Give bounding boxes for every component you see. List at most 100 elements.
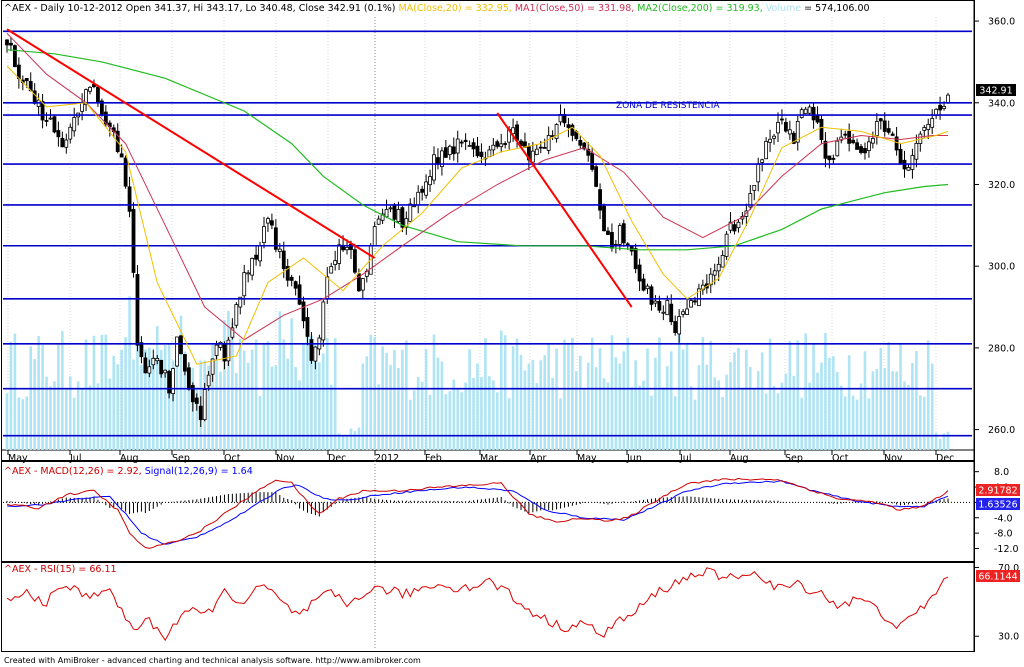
volume-bar [760,352,764,450]
macd-tick-label-4: -8.0 [994,529,1013,540]
volume-bar [29,346,33,450]
volume-bar [393,350,396,450]
candle-body [175,336,179,367]
x-tick-label-1: Jul [69,453,81,464]
volume-bar [432,334,436,450]
candle-body [542,147,547,149]
volume-bar [195,387,199,450]
volume-bar [80,388,84,450]
candle-body [266,218,270,224]
volume-bar [92,335,96,450]
candle-body [329,266,334,274]
volume-bar [551,377,554,450]
candle-body [708,273,713,286]
volume-bar [132,359,135,450]
candle-body [859,146,863,153]
volume-bar [464,382,467,450]
candle-body [186,367,191,390]
candle-body [728,221,733,231]
candle-body [337,244,342,264]
volume-bar [835,372,839,450]
volume-bar [871,371,875,450]
volume-bar [337,433,341,450]
candle-body [88,86,92,92]
candle-body [392,204,397,220]
volume-bar [804,333,807,450]
volume-bar [163,345,167,450]
candle-body [443,147,448,158]
candle-body [538,146,543,149]
panel-frames [1,0,975,652]
candle-body [68,126,73,140]
volume-bar [420,381,424,450]
candle-body [96,86,100,102]
volume-bar [942,433,946,450]
volume-bar [262,343,266,450]
volume-bar [721,397,724,450]
volume-bar [124,337,127,450]
candle-body [463,139,468,143]
candle-body [783,122,788,132]
volume-bar [175,353,179,450]
volume-bar [329,384,333,450]
volume-bar [231,322,234,450]
volume-bar [53,381,56,450]
candle-body [321,301,326,341]
volume-bar [582,388,586,450]
candle-body [40,101,45,121]
macd-panel-series [3,477,972,549]
candle-body [206,374,211,387]
volume-bar [440,361,444,450]
volume-bar [128,296,131,450]
volume-bar [930,363,934,450]
candle-body [946,94,950,104]
candle-body [171,368,175,394]
volume-bar [642,380,645,450]
volume-bar [412,390,416,450]
candle-body [716,263,721,272]
volume-bar [88,385,92,450]
candle-body [139,342,144,358]
macd-badge-text: 2.91782 [978,486,1017,497]
volume-bar [456,388,460,450]
candle-body [886,128,891,133]
candle-body [653,300,658,304]
candle-body [210,358,215,375]
volume-bar [57,344,60,450]
candle-body [621,223,626,244]
candle-body [914,142,919,160]
candle-body [13,45,17,68]
candle-body [760,159,765,163]
volume-bar [65,389,68,450]
candle-body [495,141,500,147]
candle-body [689,300,693,308]
candle-body [360,278,365,291]
candle-body [530,150,535,163]
candle-body [424,181,429,196]
candle-body [313,346,318,362]
volume-bar [792,375,796,450]
volume-bar [709,340,713,450]
candle-body [262,226,266,244]
volume-bar [729,362,732,450]
candle-body [550,135,555,138]
ma50-line [6,32,948,341]
candle-body [24,78,29,82]
candle-body [333,260,338,265]
volume-bar [401,349,404,450]
volume-bar [756,371,760,450]
trendlines [6,28,633,308]
candle-body [135,274,140,346]
candle-body [151,357,156,366]
candle-body [5,39,9,46]
y-axes: 260.0280.0300.0320.0340.0360.08.04.00.0-… [973,0,1019,652]
volume-bar [669,351,673,450]
candle-body [356,273,361,292]
volume-bar [697,365,701,450]
volume-bar [361,363,365,450]
volume-bar [507,398,511,450]
volume-bar [171,360,175,450]
volume-bar [495,392,499,450]
volume-bar [100,334,104,450]
candle-body [48,117,53,120]
